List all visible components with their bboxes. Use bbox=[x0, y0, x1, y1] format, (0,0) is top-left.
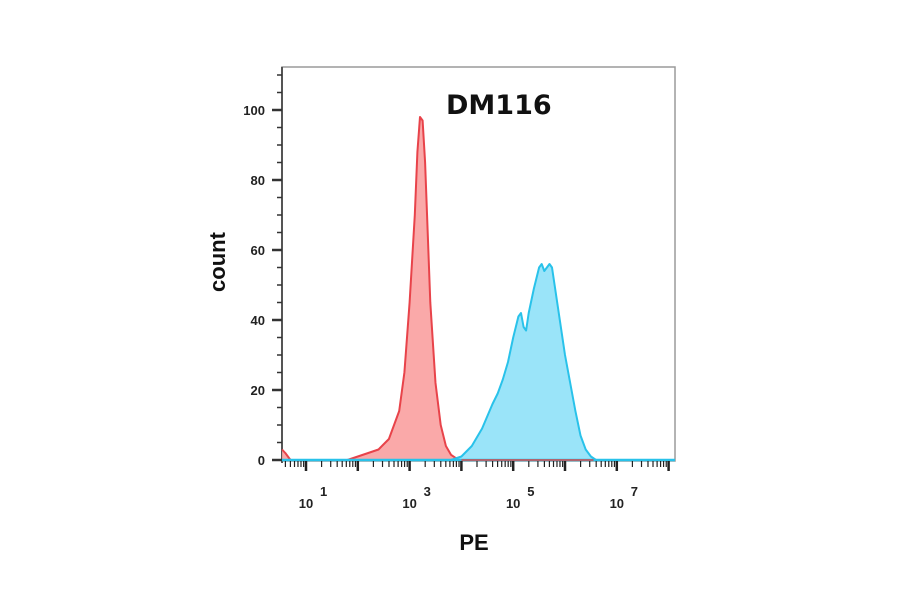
y-tick-label: 60 bbox=[251, 243, 265, 258]
series-0-fill bbox=[282, 117, 467, 460]
plot-frame bbox=[281, 66, 676, 463]
svg-text:3: 3 bbox=[424, 484, 431, 499]
x-tick-label: 10 7 bbox=[610, 484, 638, 511]
x-tick-label: 10 1 bbox=[299, 484, 327, 511]
x-axis-title: PE bbox=[459, 530, 488, 555]
x-tick-label: 10 3 bbox=[402, 484, 430, 511]
series-layer bbox=[281, 116, 675, 462]
svg-text:10: 10 bbox=[299, 496, 313, 511]
y-axis-title: count bbox=[205, 231, 230, 292]
y-axis: 0 20 40 60 80 100 bbox=[243, 74, 282, 468]
y-tick-label: 20 bbox=[251, 383, 265, 398]
svg-text:10: 10 bbox=[610, 496, 624, 511]
y-tick-label: 0 bbox=[258, 453, 265, 468]
y-tick-label: 100 bbox=[243, 103, 265, 118]
svg-text:1: 1 bbox=[320, 484, 327, 499]
series-1-fill bbox=[451, 264, 602, 460]
x-tick-label: 10 5 bbox=[506, 484, 534, 511]
plot-area bbox=[281, 66, 676, 462]
svg-text:5: 5 bbox=[527, 484, 534, 499]
series-1-line bbox=[450, 263, 602, 461]
y-tick-label: 80 bbox=[251, 173, 265, 188]
svg-text:10: 10 bbox=[506, 496, 520, 511]
chart-title: DM116 bbox=[446, 90, 552, 121]
svg-text:7: 7 bbox=[631, 484, 638, 499]
y-tick-label: 40 bbox=[251, 313, 265, 328]
svg-text:10: 10 bbox=[402, 496, 416, 511]
x-axis: 10 1 10 3 10 5 10 7 bbox=[284, 461, 670, 511]
